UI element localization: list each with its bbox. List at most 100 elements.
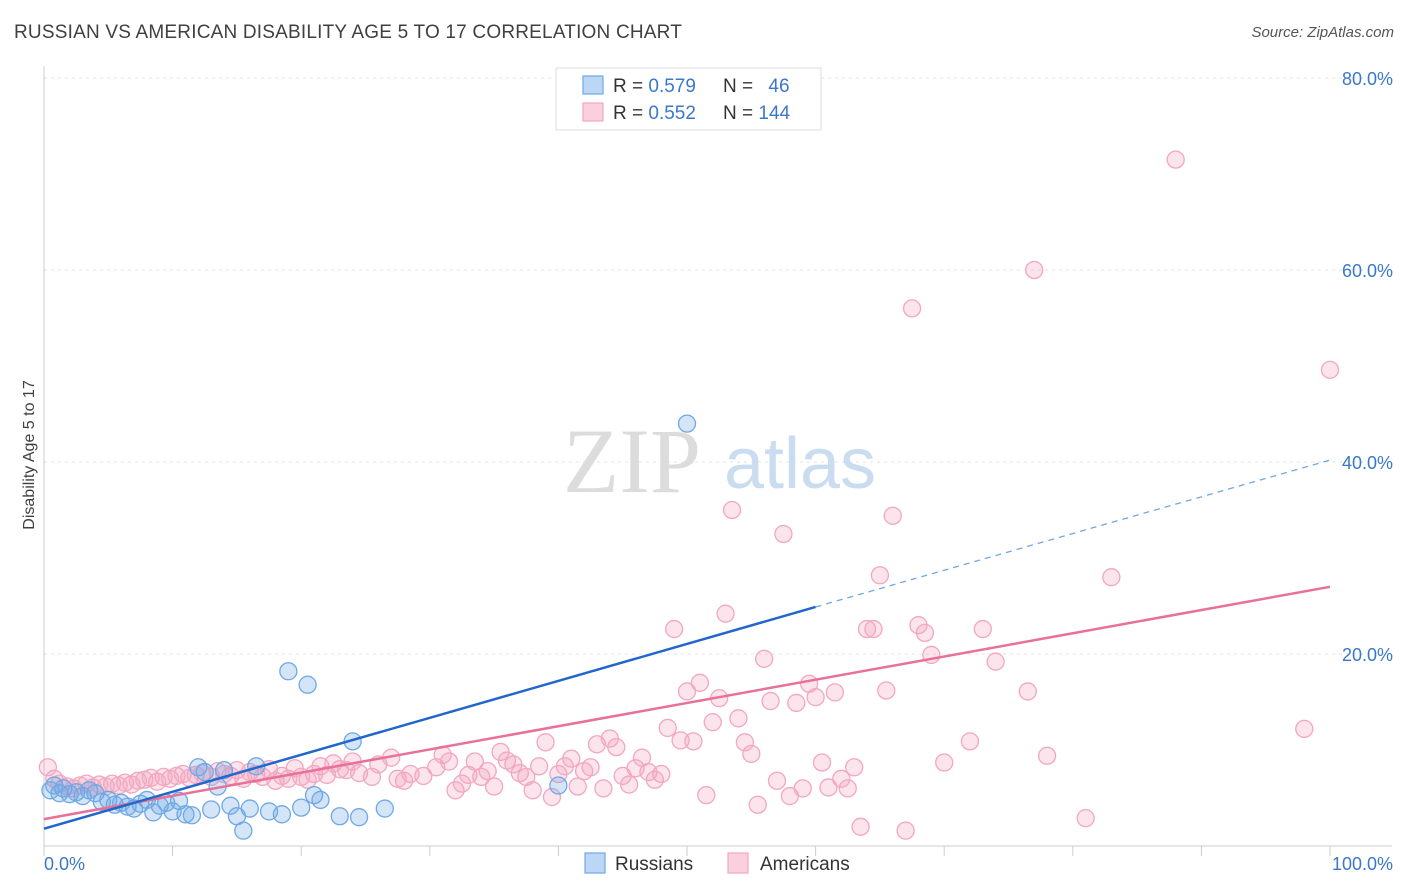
american-point xyxy=(883,506,902,525)
svg-text:N = 46: N = 46 xyxy=(723,76,790,97)
american-point xyxy=(536,733,555,752)
y-tick-label: 80.0% xyxy=(1342,69,1393,89)
source-label: Source: ZipAtlas.com xyxy=(1251,24,1394,41)
american-point xyxy=(735,733,755,752)
american-point xyxy=(568,777,587,796)
american-point xyxy=(414,766,433,786)
american-point xyxy=(439,752,459,771)
n-value-russians: 46 xyxy=(768,76,789,97)
american-point xyxy=(1025,260,1044,280)
american-point xyxy=(523,781,542,800)
russian-point xyxy=(549,776,568,795)
american-point xyxy=(748,795,767,814)
chart-title: RUSSIAN VS AMERICAN DISABILITY AGE 5 TO … xyxy=(14,22,683,43)
american-point xyxy=(729,709,748,728)
american-point xyxy=(915,623,935,643)
american-point xyxy=(986,652,1005,671)
american-point xyxy=(38,758,58,777)
russian-point xyxy=(272,805,292,824)
american-point xyxy=(154,767,173,787)
american-point xyxy=(652,764,671,784)
y-tick-label: 60.0% xyxy=(1342,261,1393,281)
svg-text:N = 144: N = 144 xyxy=(723,103,791,124)
y-tick-label: 40.0% xyxy=(1342,453,1393,473)
american-point xyxy=(973,619,992,639)
svg-text:R = 0.552: R = 0.552 xyxy=(613,103,696,124)
russian-point xyxy=(311,790,330,810)
americans-points xyxy=(38,150,1340,840)
american-point xyxy=(581,758,600,777)
russian-point xyxy=(214,761,234,780)
russian-point xyxy=(176,805,195,824)
bottom-legend: Russians Americans xyxy=(584,852,850,875)
grid-lines xyxy=(44,77,1392,655)
legend-americans-label: Americans xyxy=(760,854,850,875)
russian-point xyxy=(375,799,394,818)
american-point xyxy=(697,785,716,805)
american-point xyxy=(465,752,484,771)
tick-labels: 20.0% 40.0% 60.0% 80.0% 0.0% 100.0% xyxy=(44,69,1393,874)
russians-points xyxy=(41,414,697,840)
american-point xyxy=(845,758,864,777)
russian-point xyxy=(349,808,369,827)
russians-swatch xyxy=(582,75,604,95)
american-point xyxy=(716,604,735,623)
american-point xyxy=(960,732,980,751)
american-point xyxy=(1018,682,1037,701)
russian-point xyxy=(234,821,253,840)
american-point xyxy=(825,683,845,702)
trend-lines xyxy=(43,459,1331,830)
stats-legend: R = 0.579 N = 46 R = 0.552 N = 144 xyxy=(555,67,822,131)
svg-text:R = 0.579: R = 0.579 xyxy=(613,76,696,97)
y-tick-label: 20.0% xyxy=(1342,645,1393,665)
russian-point xyxy=(279,662,298,681)
american-point xyxy=(870,566,890,585)
american-point xyxy=(722,500,742,520)
american-point xyxy=(484,777,504,796)
american-point xyxy=(446,781,465,800)
legend-russians-label: Russians xyxy=(615,854,693,875)
russian-point xyxy=(292,798,311,817)
watermark-atlas: atlas xyxy=(724,424,876,504)
american-point xyxy=(394,771,414,790)
american-point xyxy=(562,749,581,768)
american-point xyxy=(935,753,954,772)
american-point xyxy=(812,753,832,772)
american-point xyxy=(755,649,774,668)
american-point xyxy=(1320,360,1340,379)
x-tick-label: 0.0% xyxy=(44,854,85,874)
american-point xyxy=(902,299,922,318)
american-point xyxy=(864,619,883,639)
american-point xyxy=(542,787,562,807)
r-label: R = xyxy=(613,103,648,124)
legend-americans-swatch xyxy=(727,852,749,874)
american-point xyxy=(619,775,639,794)
american-point xyxy=(793,779,812,798)
russian-point xyxy=(202,800,221,819)
american-point xyxy=(478,761,497,781)
r-value-russians: 0.579 xyxy=(648,76,696,97)
n-value-americans: 144 xyxy=(758,103,790,124)
american-point xyxy=(690,673,710,692)
russian-point xyxy=(182,806,202,825)
legend-russians-swatch xyxy=(584,852,606,874)
american-point xyxy=(703,713,722,732)
russian-point xyxy=(195,762,214,782)
american-point xyxy=(851,817,870,836)
american-point xyxy=(857,619,877,639)
n-label: N = xyxy=(723,76,758,97)
american-point xyxy=(529,757,549,776)
american-point xyxy=(677,682,697,701)
russians-trend-line xyxy=(43,605,816,830)
r-value-americans: 0.552 xyxy=(648,103,696,124)
n-label: N = xyxy=(723,103,758,124)
axes xyxy=(43,66,1392,856)
american-point xyxy=(607,737,626,757)
americans-swatch xyxy=(582,102,604,122)
russian-point xyxy=(221,796,240,815)
american-point xyxy=(819,778,838,797)
russian-point xyxy=(144,803,163,822)
x-tick-label: 100.0% xyxy=(1332,854,1393,874)
american-point xyxy=(1166,150,1185,169)
american-point xyxy=(774,524,793,544)
